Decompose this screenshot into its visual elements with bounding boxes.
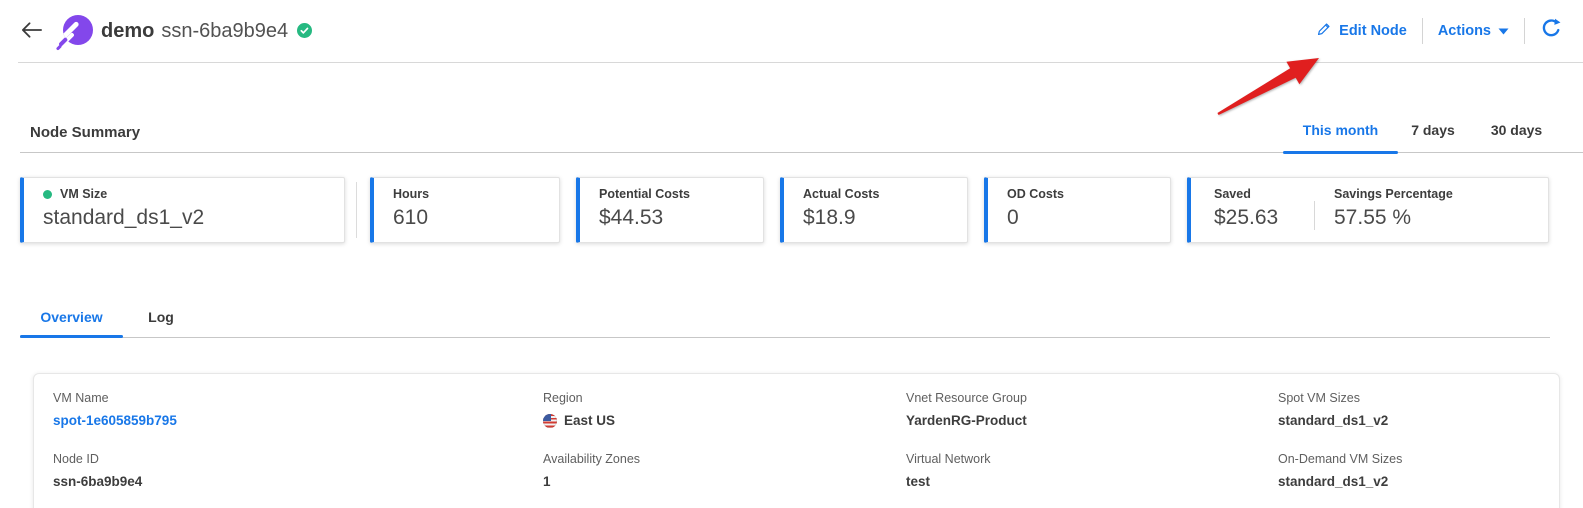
tabs-divider-line [20, 337, 1550, 338]
actual-costs-label: Actual Costs [803, 187, 880, 201]
actual-costs-card: Actual Costs $18.9 [780, 177, 968, 243]
savings-divider [1314, 201, 1315, 230]
back-arrow-icon [20, 20, 43, 45]
savings-card: Saved $25.63 Savings Percentage 57.55 % [1187, 177, 1549, 243]
header-divider-line [18, 62, 1583, 63]
potential-costs-card: Potential Costs $44.53 [576, 177, 764, 243]
actions-dropdown-button[interactable]: Actions [1438, 23, 1509, 39]
header-actions: Edit Node Actions [1316, 18, 1563, 44]
divider [1524, 18, 1525, 44]
field-vm-name: VM Name spot-1e605859b795 [53, 391, 543, 428]
od-costs-label: OD Costs [1007, 187, 1064, 201]
edit-node-button[interactable]: Edit Node [1316, 21, 1407, 41]
node-id-text: ssn-6ba9b9e4 [161, 19, 289, 42]
pencil-icon [1316, 21, 1332, 41]
refresh-button[interactable] [1540, 18, 1561, 44]
vm-size-value: standard_ds1_v2 [43, 206, 205, 229]
vm-name-link[interactable]: spot-1e605859b795 [53, 413, 177, 428]
node-summary-title: Node Summary [30, 124, 141, 141]
region-value: East US [564, 413, 616, 428]
savings-percentage-label: Savings Percentage [1334, 187, 1453, 201]
page-header: demo ssn-6ba9b9e4 Edit Node Actions [0, 0, 1583, 62]
content-tabs: Overview Log [20, 295, 1550, 338]
tab-30-days[interactable]: 30 days [1490, 122, 1543, 138]
saved-label: Saved [1214, 187, 1251, 201]
page-title: demo [101, 19, 155, 42]
status-dot-icon [43, 189, 52, 199]
field-region: Region East US [543, 391, 616, 428]
hours-label: Hours [393, 187, 430, 201]
tab-this-month[interactable]: This month [1283, 105, 1398, 154]
field-virtual-network: Virtual Network test [906, 452, 991, 489]
spot-logo-icon [55, 11, 93, 51]
field-vnet-resource-group: Vnet Resource Group YardenRG-Product [906, 391, 1027, 428]
edit-node-label: Edit Node [1339, 23, 1407, 39]
field-availability-zones: Availability Zones 1 [543, 452, 641, 489]
summary-cards-row: VM Size standard_ds1_v2 Hours 610 Potent… [20, 177, 1549, 243]
vm-size-label: VM Size [60, 187, 108, 201]
back-button[interactable] [20, 20, 43, 45]
field-on-demand-vm-sizes: On-Demand VM Sizes standard_ds1_v2 [1278, 452, 1403, 489]
verified-check-icon [297, 22, 313, 43]
hours-value: 610 [393, 206, 429, 229]
annotation-arrow [1217, 58, 1319, 115]
range-tabs: This month 7 days 30 days [1283, 105, 1565, 154]
field-spot-vm-sizes: Spot VM Sizes standard_ds1_v2 [1278, 391, 1389, 428]
us-flag-icon [543, 413, 557, 428]
summary-divider-line [20, 152, 1583, 153]
tab-overview[interactable]: Overview [20, 295, 123, 338]
savings-percentage-value: 57.55 % [1334, 206, 1412, 229]
saved-value: $25.63 [1214, 206, 1279, 229]
refresh-icon [1540, 18, 1561, 44]
overview-details-card: VM Name spot-1e605859b795 Region East US… [33, 373, 1560, 508]
vm-size-card: VM Size standard_ds1_v2 [20, 177, 345, 243]
tab-log[interactable]: Log [148, 309, 174, 325]
field-node-id: Node ID ssn-6ba9b9e4 [53, 452, 143, 489]
od-costs-value: 0 [1007, 206, 1019, 229]
potential-costs-value: $44.53 [599, 206, 664, 229]
actual-costs-value: $18.9 [803, 206, 856, 229]
tab-7-days[interactable]: 7 days [1411, 122, 1455, 138]
od-costs-card: OD Costs 0 [984, 177, 1171, 243]
potential-costs-label: Potential Costs [599, 187, 690, 201]
hours-card: Hours 610 [370, 177, 560, 243]
divider [1421, 18, 1423, 44]
actions-label: Actions [1437, 23, 1491, 39]
chevron-down-icon [1498, 23, 1509, 39]
card-divider [356, 182, 357, 238]
